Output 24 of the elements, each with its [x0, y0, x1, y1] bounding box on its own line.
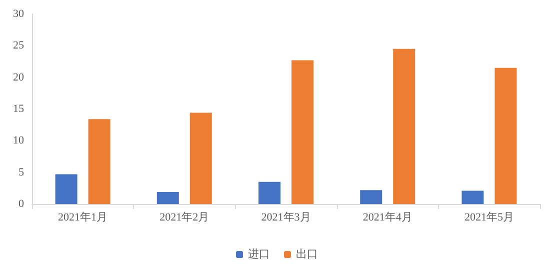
y-tick-label: 30 [13, 8, 24, 20]
legend-label: 出口 [296, 248, 318, 260]
bar [393, 48, 416, 204]
y-tick-label: 25 [13, 40, 24, 52]
y-tick-label: 5 [18, 166, 24, 178]
y-tick-label: 15 [13, 103, 24, 115]
bar [258, 182, 280, 204]
bar [55, 174, 78, 204]
y-tick-label: 0 [18, 198, 24, 210]
x-tick-label: 2021年1月 [58, 212, 108, 224]
legend-label: 进口 [248, 248, 270, 260]
bar [462, 190, 484, 204]
x-tick-label: 2021年5月 [464, 212, 514, 224]
x-tick-label: 2021年4月 [362, 212, 412, 224]
bar [292, 60, 314, 204]
x-tick-label: 2021年2月 [160, 212, 210, 224]
y-tick-label: 10 [13, 134, 24, 147]
bar [494, 68, 517, 204]
bar [156, 192, 179, 204]
bar [88, 119, 110, 204]
y-tick-label: 20 [13, 71, 24, 84]
x-tick-label: 2021年3月 [261, 212, 311, 224]
bar [360, 190, 382, 204]
bar [190, 112, 212, 204]
